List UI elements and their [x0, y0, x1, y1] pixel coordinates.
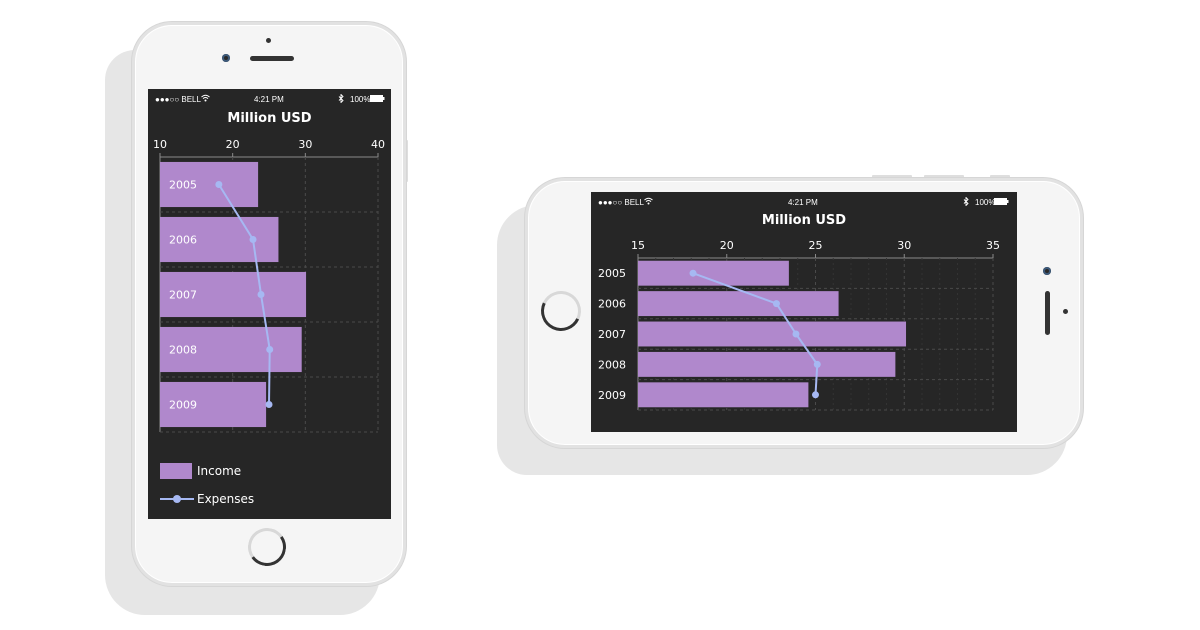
landscape-category-label: 2007 [598, 328, 626, 341]
expenses-legend-label: Expenses [197, 492, 255, 506]
landscape-screen: ●●●○○ BELL 4:21 PM 100% Million USD 15 20… [591, 192, 1017, 432]
income-legend-swatch[interactable] [160, 463, 192, 479]
battery-icon [370, 95, 385, 104]
landscape-income-bar [638, 351, 896, 377]
landscape-category-label: 2008 [598, 358, 626, 371]
landscape-x-tick-label: 30 [897, 239, 911, 252]
portrait-category-label: 2009 [169, 399, 197, 412]
portrait-category-label: 2005 [169, 179, 197, 192]
portrait-home-button[interactable] [244, 524, 290, 570]
portrait-chart: 10 20 30 40 2005 2006 2007 2008 2009 [153, 138, 385, 433]
landscape-battery-text: 100% [975, 198, 996, 207]
landscape-status-bar: ●●●○○ BELL 4:21 PM 100% [591, 192, 1017, 212]
landscape-volume-up-button [872, 175, 912, 178]
wifi-icon [201, 94, 210, 104]
portrait-x-tick-label: 40 [371, 138, 385, 151]
landscape-x-tick-label: 20 [720, 239, 734, 252]
landscape-expenses-point [772, 300, 780, 308]
landscape-camera-icon [1043, 267, 1051, 275]
landscape-chart-title: Million USD [761, 213, 847, 228]
portrait-category-label: 2008 [169, 344, 197, 357]
income-legend-label: Income [197, 464, 242, 478]
portrait-income-bar [160, 271, 307, 318]
landscape-expenses-point [792, 330, 800, 338]
portrait-power-button [405, 140, 408, 182]
landscape-x-tick-label: 35 [986, 239, 1000, 252]
portrait-category-label: 2007 [169, 289, 197, 302]
portrait-expenses-point [257, 291, 265, 298]
landscape-income-bar [638, 321, 907, 347]
portrait-expenses-point [249, 236, 257, 243]
battery-icon [994, 198, 1009, 207]
portrait-category-label: 2006 [169, 234, 197, 247]
bluetooth-icon [963, 196, 969, 208]
portrait-chart-title: Million USD [227, 111, 312, 126]
portrait-x-tick-label: 20 [226, 138, 240, 151]
portrait-time: 4:21 PM [254, 95, 284, 104]
portrait-income-bar [160, 216, 279, 263]
landscape-speaker-slot [1045, 291, 1050, 335]
landscape-volume-down-button [924, 175, 964, 178]
landscape-category-label: 2006 [598, 298, 626, 311]
landscape-expenses-point [813, 360, 821, 368]
portrait-status-bar: ●●●○○ BELL 4:21 PM 100% [148, 89, 391, 109]
portrait-expenses-point [265, 401, 273, 408]
expenses-legend-swatch[interactable] [160, 492, 194, 506]
landscape-income-bar [638, 260, 789, 286]
landscape-expenses-point [689, 269, 697, 277]
portrait-expenses-point [266, 346, 274, 353]
wifi-icon [644, 197, 653, 207]
portrait-expenses-point [215, 181, 223, 188]
landscape-category-label: 2005 [598, 267, 626, 280]
portrait-camera-icon [222, 54, 230, 62]
portrait-screen: ●●●○○ BELL 4:21 PM 100% Million USD 10 20… [148, 89, 391, 519]
landscape-expenses-point [812, 391, 819, 399]
landscape-chart: 15 20 25 30 35 2005 2006 2007 2008 2009 [598, 239, 1000, 411]
landscape-income-bar [638, 382, 809, 408]
landscape-x-tick-label: 15 [631, 239, 645, 252]
portrait-x-tick-label: 10 [153, 138, 167, 151]
portrait-income-bar [160, 161, 259, 208]
portrait-income-bar [160, 381, 267, 428]
landscape-home-button[interactable] [535, 285, 587, 337]
landscape-carrier: ●●●○○ BELL [598, 198, 644, 207]
portrait-sensor-dot [266, 38, 271, 43]
portrait-speaker-slot [250, 56, 294, 61]
portrait-x-tick-label: 30 [298, 138, 312, 151]
landscape-sensor-dot [1063, 309, 1068, 314]
landscape-income-bar [638, 291, 839, 317]
portrait-income-bar [160, 326, 302, 373]
landscape-time: 4:21 PM [788, 198, 818, 207]
bluetooth-icon [338, 93, 344, 105]
portrait-carrier: ●●●○○ BELL [155, 95, 201, 104]
portrait-battery-text: 100% [350, 95, 371, 104]
landscape-category-label: 2009 [598, 389, 626, 402]
landscape-mute-switch [990, 175, 1010, 178]
landscape-x-tick-label: 25 [809, 239, 823, 252]
